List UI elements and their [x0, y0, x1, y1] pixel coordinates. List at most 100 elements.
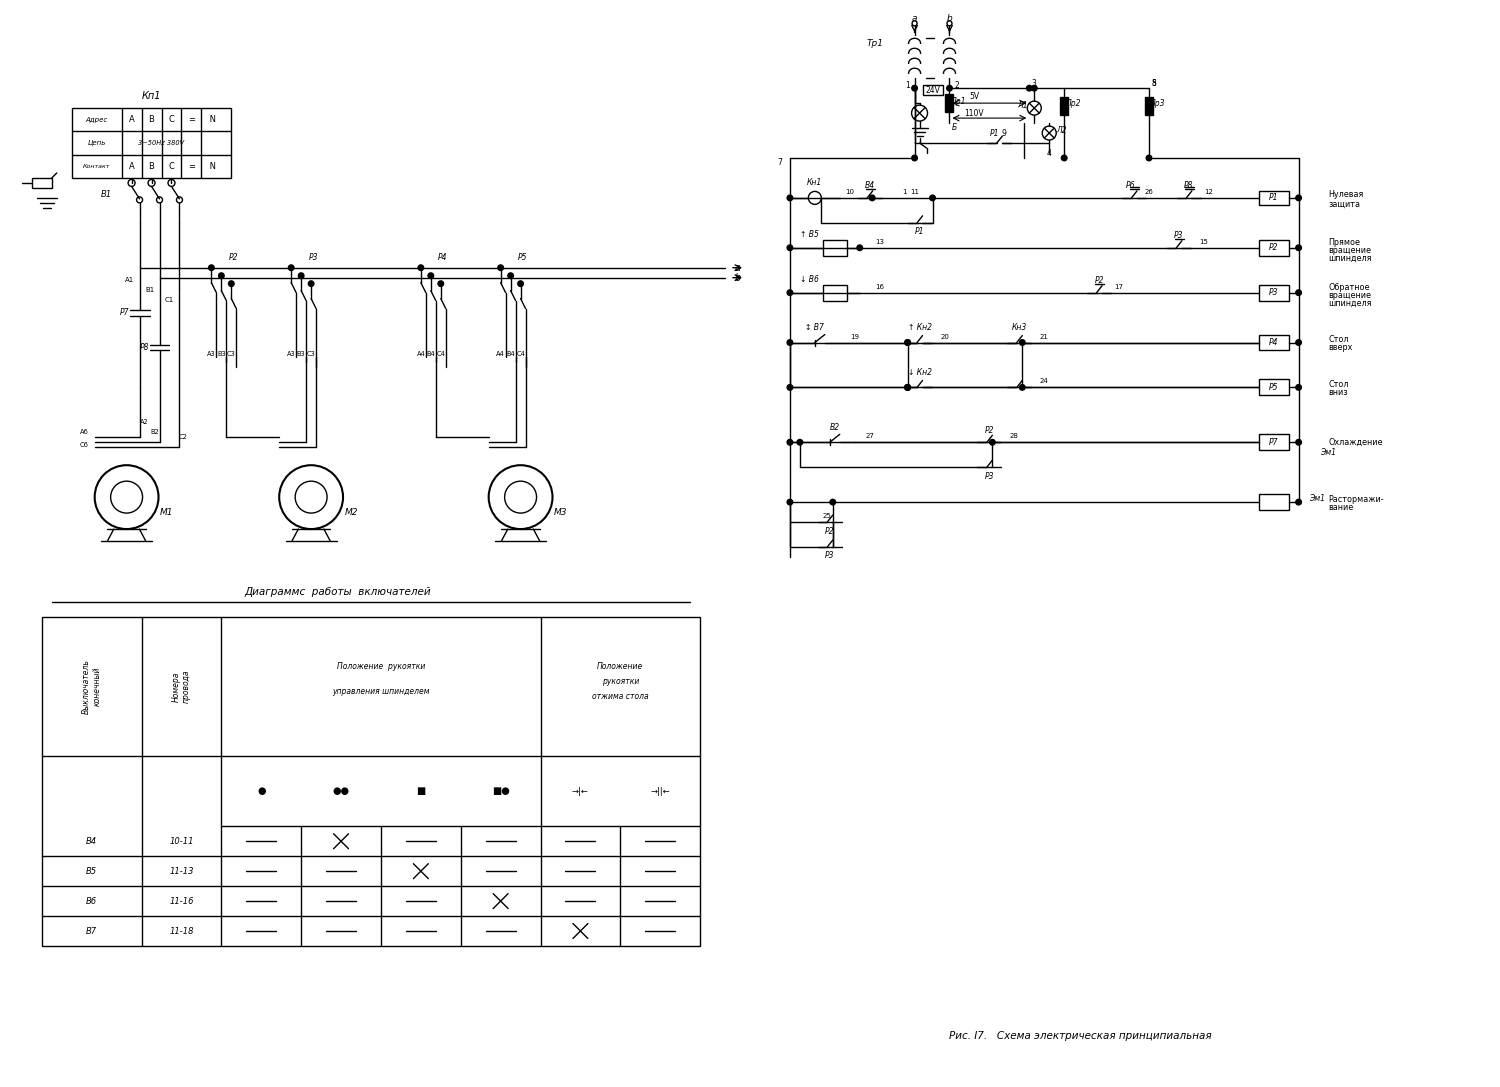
- Text: Положение: Положение: [597, 662, 644, 671]
- Text: 2: 2: [954, 80, 958, 89]
- Text: Пр2: Пр2: [1065, 99, 1082, 108]
- Bar: [824, 240, 848, 255]
- Text: ↑ В5: ↑ В5: [801, 230, 819, 239]
- Text: Тр1: Тр1: [865, 39, 883, 48]
- Text: 11-13: 11-13: [170, 866, 194, 876]
- Circle shape: [498, 265, 504, 271]
- Circle shape: [912, 155, 918, 161]
- Bar: [1258, 240, 1288, 255]
- Text: Стол: Стол: [1329, 380, 1348, 389]
- Text: вание: вание: [1329, 502, 1354, 512]
- Circle shape: [830, 499, 836, 504]
- Bar: [1258, 495, 1288, 510]
- Text: вниз: вниз: [1329, 388, 1348, 397]
- Text: N: N: [207, 115, 216, 124]
- Text: B: B: [148, 162, 154, 171]
- Text: С4: С4: [516, 351, 525, 358]
- Text: Эм1: Эм1: [1320, 448, 1336, 457]
- Circle shape: [1296, 195, 1302, 201]
- Text: Обратное: Обратное: [1329, 283, 1370, 292]
- Text: Р7: Р7: [120, 308, 129, 317]
- Text: Р2: Р2: [1269, 243, 1278, 252]
- Text: М2: М2: [345, 508, 358, 516]
- Circle shape: [288, 265, 294, 271]
- Text: a: a: [912, 14, 918, 23]
- Text: Р3: Р3: [309, 253, 318, 262]
- Text: ↓ Кн2: ↓ Кн2: [908, 367, 932, 377]
- Text: →||←: →||←: [651, 787, 670, 796]
- Text: →|←: →|←: [572, 787, 590, 796]
- Text: A: A: [129, 115, 135, 124]
- Text: 10: 10: [844, 189, 853, 195]
- Text: Р3: Р3: [1174, 232, 1184, 240]
- Circle shape: [209, 265, 214, 271]
- Text: С4: С4: [436, 351, 445, 358]
- Text: В4: В4: [426, 351, 435, 358]
- Text: вращение: вращение: [1329, 291, 1371, 300]
- Text: вращение: вращение: [1329, 247, 1371, 255]
- Text: Пр1: Пр1: [951, 97, 966, 105]
- Text: 19: 19: [850, 334, 859, 339]
- Text: Нулевая: Нулевая: [1329, 190, 1364, 199]
- Text: Л2: Л2: [1056, 126, 1066, 135]
- Text: В3: В3: [297, 351, 306, 358]
- Text: А3: А3: [286, 351, 296, 358]
- Text: 9: 9: [1002, 128, 1007, 138]
- Text: А4: А4: [496, 351, 506, 358]
- Text: Пр3: Пр3: [1150, 99, 1166, 108]
- Circle shape: [309, 280, 314, 287]
- Text: А6: А6: [80, 429, 88, 435]
- Text: 11-16: 11-16: [170, 897, 194, 905]
- Text: 20: 20: [940, 334, 950, 339]
- Text: Р2: Р2: [1095, 276, 1104, 285]
- Text: 28: 28: [1010, 434, 1019, 439]
- Bar: [1258, 379, 1288, 396]
- Text: 8: 8: [1152, 78, 1156, 88]
- Text: Р3: Р3: [825, 551, 834, 561]
- Text: Р8: Р8: [1184, 182, 1194, 190]
- Circle shape: [788, 439, 792, 445]
- Text: В1: В1: [100, 190, 112, 199]
- Circle shape: [788, 290, 792, 296]
- Text: Р1: Р1: [1269, 193, 1278, 202]
- Text: Б: Б: [952, 123, 957, 132]
- Text: Р5: Р5: [1269, 383, 1278, 392]
- Text: C: C: [168, 115, 174, 124]
- Text: 110V: 110V: [964, 109, 984, 117]
- Text: В5: В5: [86, 866, 98, 876]
- Text: Адрес: Адрес: [86, 116, 108, 123]
- Circle shape: [1296, 499, 1302, 504]
- Text: Р7: Р7: [1269, 438, 1278, 447]
- Bar: [922, 85, 942, 96]
- Circle shape: [904, 385, 910, 390]
- Circle shape: [1296, 245, 1302, 250]
- Text: ●●: ●●: [333, 786, 350, 797]
- Text: Кн1: Кн1: [807, 178, 822, 187]
- Text: 1: 1: [903, 189, 908, 195]
- Circle shape: [788, 245, 792, 250]
- Text: С3: С3: [306, 351, 315, 358]
- Text: управления шпинделем: управления шпинделем: [332, 687, 429, 696]
- Bar: [1060, 97, 1068, 115]
- Text: шпинделя: шпинделя: [1329, 254, 1372, 263]
- Text: Кн3: Кн3: [1011, 323, 1028, 332]
- Circle shape: [1146, 155, 1152, 161]
- Text: 21: 21: [1040, 334, 1048, 339]
- Text: рукоятки: рукоятки: [602, 677, 639, 686]
- Text: Р5: Р5: [518, 253, 528, 262]
- Text: В1: В1: [146, 287, 154, 292]
- Circle shape: [1296, 385, 1302, 390]
- Circle shape: [518, 280, 524, 287]
- Bar: [824, 285, 848, 301]
- Text: 27: 27: [865, 434, 874, 439]
- Circle shape: [1296, 439, 1302, 445]
- Text: А1: А1: [124, 277, 134, 283]
- Text: 3: 3: [1032, 78, 1036, 88]
- Text: шпинделя: шпинделя: [1329, 299, 1372, 308]
- Circle shape: [1020, 385, 1025, 390]
- Text: защита: защита: [1329, 199, 1360, 209]
- Text: Р1: Р1: [915, 227, 924, 236]
- Text: С6: С6: [80, 442, 88, 448]
- Text: Р4: Р4: [1269, 338, 1278, 347]
- Text: 3~50Hz 380V: 3~50Hz 380V: [138, 140, 184, 146]
